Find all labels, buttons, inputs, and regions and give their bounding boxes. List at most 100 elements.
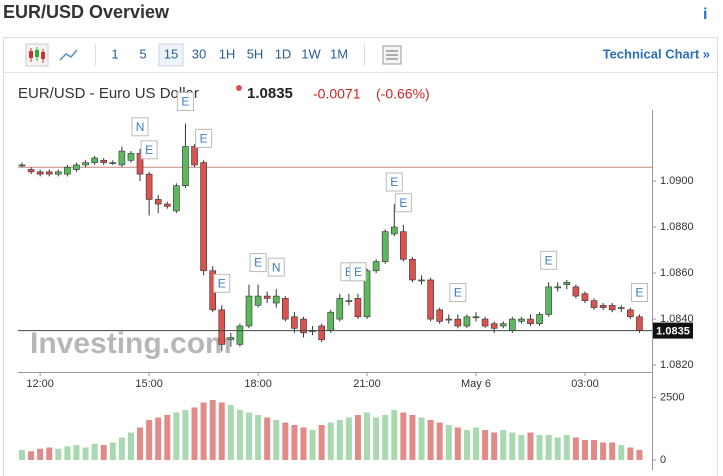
info-icon[interactable]: i [703,6,707,23]
candle-body [91,157,98,163]
volume-bar [55,448,62,460]
event-marker-label: N [136,120,145,134]
volume-bar [137,427,144,460]
timeframe-button[interactable]: 1W [301,46,321,61]
event-marker[interactable] [540,250,558,270]
volume-bar [82,447,89,460]
volume-bar [182,410,189,460]
event-marker[interactable] [195,128,213,148]
timeframe-button[interactable]: 15 [164,46,178,61]
volume-bar [100,445,107,460]
volume-bar [309,430,316,460]
volume-bar [327,422,334,460]
volume-bar [527,432,534,460]
candle-body [454,318,462,327]
timeframe-button[interactable]: 1D [275,46,292,61]
event-marker[interactable] [140,140,158,160]
volume-bar [209,400,216,460]
event-marker-label: E [390,175,398,189]
volume-bar [627,447,634,460]
event-marker[interactable] [176,92,194,112]
event-marker-label: E [545,253,553,267]
volume-bar [591,440,598,460]
volume-bar [354,415,361,460]
candle-body [400,231,407,260]
candle-body [554,286,562,289]
volume-bar [264,417,271,460]
event-marker[interactable] [385,172,403,192]
candle-body [481,318,489,327]
panel [3,37,718,476]
line-icon[interactable] [59,49,78,61]
candle-body [563,281,571,285]
timeframe-button[interactable]: 1 [111,46,118,61]
volume-bar [427,420,434,460]
event-marker[interactable] [267,257,285,277]
timeframes: 1 5 15 30 1H 5H 1D 1W 1M [111,43,348,67]
volume-bar [536,435,543,460]
candle-body [109,162,117,164]
candle-body [636,316,643,331]
live-dot [236,85,242,91]
candle-body [200,162,207,272]
timeframe-button[interactable]: 30 [192,46,206,61]
volume-bar [418,417,425,460]
volume-bar [373,417,380,460]
chart-title: EUR/USD - Euro US Dollar [18,85,199,102]
y-tick-label: 1.0840 [660,313,694,325]
volume-bar [391,410,398,460]
y-tick-label: 1.0900 [660,175,694,187]
price: 1.0835 [247,85,293,102]
timeframe-button[interactable]: 5H [247,46,264,61]
settings-icon[interactable] [382,45,402,65]
page-title: EUR/USD Overview [3,2,170,22]
volume-bar [273,420,280,460]
volume-bar [436,422,443,460]
volume-bar [227,405,234,460]
candle-body [345,300,353,302]
volume-bar [554,437,561,460]
volume-bar [463,430,470,460]
event-marker[interactable] [394,193,412,213]
timeframe-button[interactable]: 1M [330,46,348,61]
event-marker[interactable] [213,273,231,293]
event-marker[interactable] [349,262,367,282]
timeframe-button[interactable]: 1H [219,46,236,61]
timeframe-button[interactable]: 5 [139,46,146,61]
volume-bar [336,420,343,460]
candle-body [627,309,634,318]
candle-body [372,261,380,272]
technical-chart-link[interactable]: Technical Chart » [603,46,710,61]
candle-body [390,226,398,235]
candle-body [173,185,180,212]
volume-bar [191,407,198,460]
candle-body [300,318,307,334]
volume-bar [28,451,35,460]
candle-body [427,279,434,320]
event-marker-label: E [354,265,362,279]
event-marker[interactable] [630,282,648,302]
selected-box [158,43,184,67]
volume-bar [600,442,607,460]
candle-body [381,231,389,262]
candle-icon[interactable] [25,43,49,67]
candle-body [490,323,498,329]
candle-body [608,304,616,311]
volume-bar [518,435,525,460]
candle-body [154,199,162,205]
volume-bar [164,415,171,460]
candle-body [572,286,580,297]
event-marker[interactable] [449,282,467,302]
y-tick-label: 1.0880 [660,221,694,233]
event-marker-label: E [181,95,189,109]
candle-body [463,316,471,327]
x-tick-label: 12:00 [26,378,54,390]
candle-body [145,173,153,200]
candle-body [617,307,625,309]
event-marker[interactable] [249,253,267,273]
volume-bar [155,417,162,460]
event-marker[interactable] [131,117,149,137]
volume-bar [364,412,371,460]
event-marker-label: E [218,276,226,290]
candle-body [518,318,525,322]
